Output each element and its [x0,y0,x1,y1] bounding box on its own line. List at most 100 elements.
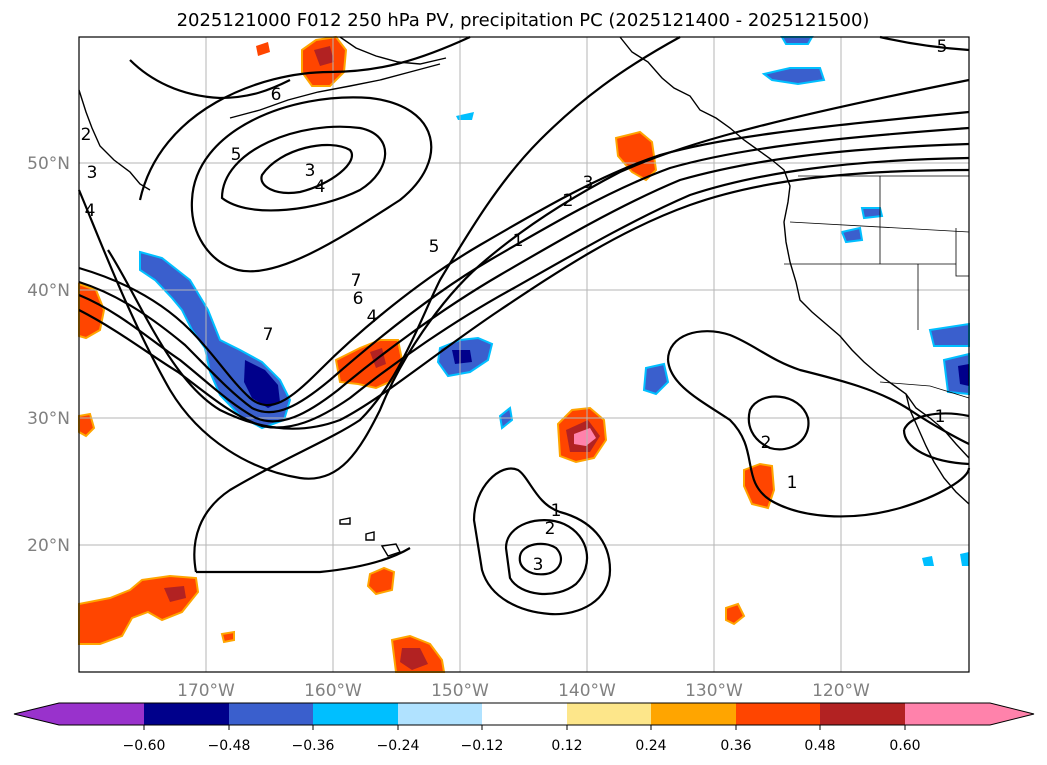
colorbar-tick-label: −0.24 [377,738,420,754]
pv-contour-3b [107,168,970,430]
pv-contour-1f [666,359,971,518]
contour-label: 5 [937,37,948,57]
coastlines [78,36,970,557]
north-america-coastline [619,36,970,459]
colorbar: −0.60 −0.48 −0.36 −0.24 −0.12 0.12 0.24 … [13,702,1035,754]
contour-label: 4 [367,307,378,327]
lat-label-20n: 20°N [27,536,70,556]
lat-label-30n: 30°N [27,409,70,429]
negative-precip-region [840,226,864,244]
contour-label: 6 [271,85,282,105]
pv-contour-1e [666,330,970,445]
colorbar-bin [651,703,736,725]
colorbar-bin [820,703,905,725]
colorbar-tick-label: −0.12 [461,738,504,754]
hawaii-islands [339,517,401,557]
lon-label-140w: 140°W [558,681,616,701]
colorbar-extend-high [990,703,1034,725]
pv-contour-6c [129,59,291,100]
colorbar-bin [398,703,482,725]
alaska-coastline [339,36,447,65]
colorbar-tick-label: −0.60 [123,738,166,754]
positive-precip-region [725,602,746,626]
lon-label-130w: 130°W [685,681,743,701]
latitude-axis: 50°N 40°N 30°N 20°N [27,154,70,556]
pv-contour-4 [220,125,387,212]
contour-label: 1 [935,407,946,427]
border-line [955,228,969,277]
pv-contour-5b [78,142,970,423]
positive-precip-region [256,42,270,56]
colorbar-bin [144,703,229,725]
precipitation-fields [78,35,970,673]
negative-precip-region [922,556,934,566]
colorbar-tick-label: 0.60 [889,738,920,754]
map-title: 2025121000 F012 250 hPa PV, precipitatio… [177,10,870,31]
lon-label-150w: 150°W [431,681,489,701]
positive-precip-core [314,46,334,66]
colorbar-tick-label: 0.24 [635,738,666,754]
colorbar-bin [482,703,567,725]
longitude-axis: 170°W 160°W 150°W 140°W 130°W 120°W [177,681,870,701]
colorbar-bin [59,703,144,725]
colorbar-tick-label: 0.36 [720,738,751,754]
contour-label: 2 [81,125,92,145]
contour-label: 5 [231,145,242,165]
border-line [879,381,970,399]
negative-precip-core [452,350,472,364]
pv-contour-1b [193,36,681,573]
pv-contour-1c [196,547,411,574]
pv-contour-2b [77,78,970,480]
lon-label-160w: 160°W [304,681,362,701]
colorbar-bin [313,703,398,725]
negative-precip-region [642,362,670,396]
contour-label: 3 [583,173,594,193]
negative-precip-region [960,552,969,566]
pv-contour-3d [518,542,563,576]
contour-label: 3 [305,161,316,181]
contour-label: 5 [429,237,440,257]
contour-label: 2 [545,519,556,539]
negative-precip-core [958,364,969,386]
colorbar-tick-label: 0.12 [551,738,582,754]
contour-label: 2 [761,433,772,453]
positive-precip-region [366,566,396,596]
lat-label-40n: 40°N [27,281,70,301]
pv-contour-6 [138,36,471,201]
map-frame [78,36,970,673]
baja-coastline [905,393,970,505]
negative-precip-region [761,67,826,86]
aleutian-chain [229,63,441,119]
colorbar-tick-label: −0.36 [292,738,335,754]
pv-contour-1g [902,412,970,466]
colorbar-bin [736,703,820,725]
positive-precip-core [400,648,428,670]
colorbar-tick-label: 0.48 [804,738,835,754]
lat-label-50n: 50°N [27,154,70,174]
map-panel: 1 2 3 4 5 6 7 1 2 3 1 2 1 2 3 4 5 6 3 4 … [77,35,971,673]
lon-label-120w: 120°W [812,681,870,701]
negative-precip-core [244,360,280,408]
colorbar-bin [229,703,313,725]
pv-contour-2d [504,519,589,596]
pv-contour-2e [747,395,810,451]
colorbar-bin [905,703,990,725]
pv-contour-5c [879,35,970,52]
contour-label: 4 [85,201,96,221]
contour-label: 2 [563,191,574,211]
contour-label: 7 [351,271,362,291]
contour-label: 3 [87,163,98,183]
contour-label: 4 [315,177,326,197]
pv-contour-labels: 1 2 3 4 5 6 7 1 2 3 1 2 1 2 3 4 5 6 3 4 … [81,37,948,575]
contour-label: 1 [787,473,798,493]
colorbar-ticks [143,725,906,730]
pv-contour-1d [472,467,612,616]
asia-coastline [78,89,151,191]
contour-label: 1 [513,231,524,251]
colorbar-tick-label: −0.48 [208,738,251,754]
negative-precip-region [860,207,884,220]
pv-contour-3 [260,143,353,194]
contour-label: 1 [551,501,562,521]
pv-contour-6b [78,126,970,414]
